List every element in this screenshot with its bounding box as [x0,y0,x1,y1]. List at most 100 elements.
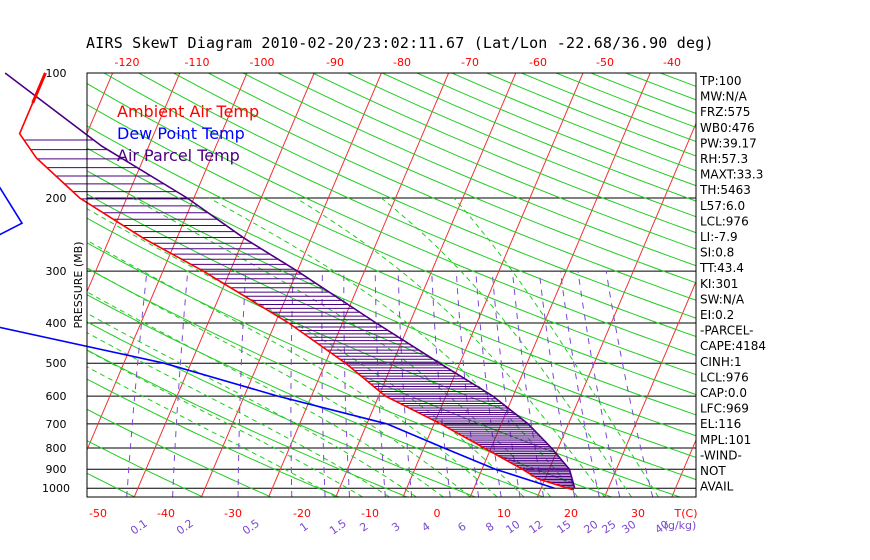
legend: Ambient Air Temp Dew Point Temp Air Parcel… [117,102,259,165]
mixing-ratio-tick-label: 1 [297,520,310,535]
dry-adiabat-line [87,242,681,497]
top-temp-tick-label: -110 [185,56,210,69]
moist-adiabat-line [87,349,363,497]
dry-adiabat-line [87,349,408,497]
index-line: LCL:976 [700,214,749,228]
index-line: PW:39.17 [700,136,757,150]
mixing-ratio-tick-label: 2 [357,520,370,535]
isotherm-line [87,73,181,293]
legend-item: Dew Point Temp [117,124,245,143]
moist-adiabat-line [87,291,444,497]
top-temp-tick-label: -40 [663,56,681,69]
bottom-temp-tick-label: -50 [89,507,107,520]
index-line: LCL:976 [700,370,749,384]
pressure-tick-label: 700 [46,418,67,431]
mixing-ratio-tick-label: 1.5 [327,517,349,538]
bottom-temp-unit: T(C) [674,507,698,520]
dry-adiabat-line [87,103,696,376]
pressure-tick-label: 100 [46,67,67,80]
mixing-ratio-line [605,271,654,497]
profile-curves [0,72,576,491]
mixing-ratio-tick-label: 6 [455,520,468,535]
mixing-ratio-tick-label: 0.1 [128,517,150,538]
chart-title: AIRS SkewT Diagram 2010-02-20/23:02:11.6… [86,34,714,52]
isotherm-line [739,73,870,497]
bottom-temp-tick-label: 30 [631,507,645,520]
dry-adiabat-line [87,170,696,437]
mixing-ratio-tick-label: 12 [527,518,546,537]
index-line: RH:57.3 [700,152,748,166]
index-line: MPL:101 [700,433,751,447]
bottom-temp-tick-label: -40 [157,507,175,520]
index-line: SW:N/A [700,292,745,306]
index-line: -WIND- [700,448,742,462]
index-line: -PARCEL- [700,324,754,338]
dry-adiabat-line [87,294,544,497]
top-temp-tick-label: -100 [250,56,275,69]
pressure-tick-label: 300 [46,265,67,278]
dry-adiabat-line [660,73,696,87]
dry-adiabat-line [312,73,696,234]
isotherm-line [469,73,651,497]
legend-item: Ambient Air Temp [117,102,259,121]
dry-adiabat-line [87,321,476,497]
top-temp-tick-label: -80 [393,56,411,69]
dry-adiabat-line [208,73,696,284]
dry-adiabat-line [103,73,696,338]
dry-adiabat-line [87,147,696,416]
top-temp-tick-label: -70 [461,56,479,69]
moist-adiabat-line [208,197,579,497]
gridlines [0,73,870,497]
bottom-temp-tick-label: -20 [293,507,311,520]
isotherm-line [536,122,696,497]
index-line: LI:-7.9 [700,230,738,244]
mixing-ratio-tick-label: 8 [483,520,496,535]
dry-adiabat-line [138,73,696,319]
dry-adiabat-line [87,472,136,497]
mixing-ratio-line [126,271,148,497]
mixing-ratio-unit: (g/kg) [664,519,697,532]
moist-adiabat-line [87,312,417,497]
mixing-ratio-tick-label: 20 [582,518,601,537]
isotherm-line [87,73,114,135]
dry-adiabat-line [87,217,696,481]
plot-frame [86,72,697,498]
dry-adiabat-line [242,73,696,267]
legend-item: Air Parcel Temp [117,146,240,165]
index-line: MAXT:33.3 [700,168,763,182]
top-temp-tick-label: -50 [596,56,614,69]
index-line: EI:0.2 [700,308,734,322]
mixing-ratio-tick-label: 25 [600,518,619,537]
top-temp-tick-label: -120 [115,56,140,69]
mixing-ratio-tick-label: 15 [555,518,574,537]
mixing-ratio-tick-label: 0.5 [240,517,262,538]
index-line: LFC:969 [700,402,749,416]
isotherm-line [0,73,45,497]
isotherm-line [268,73,450,497]
isotherm-line [604,280,696,497]
isotherm-line [806,73,870,497]
index-line: AVAIL [700,480,734,494]
dry-adiabat-line [87,267,612,497]
moist-adiabat-line [295,197,605,497]
index-line: NOT [700,464,726,478]
mixing-ratio-line [290,271,294,497]
pressure-tick-label: 1000 [42,482,70,495]
pressure-tick-label: 600 [46,390,67,403]
index-line: KI:301 [700,277,738,291]
pressure-tick-label: 900 [46,463,67,476]
moist-adiabat-line [453,197,659,497]
top-temp-tick-label: -90 [326,56,344,69]
moist-adiabat-line [87,332,390,497]
isotherm-line [133,73,315,497]
pressure-tick-label: 200 [46,192,67,205]
bottom-temp-tick-label: 10 [497,507,511,520]
dry-adiabat-line [87,440,204,497]
index-line: CAP:0.0 [700,386,747,400]
dry-adiabat-line [277,73,696,250]
index-line: CAPE:4184 [700,339,766,353]
series-air-parcel-temp [4,72,576,489]
dry-adiabat-line [173,73,696,301]
